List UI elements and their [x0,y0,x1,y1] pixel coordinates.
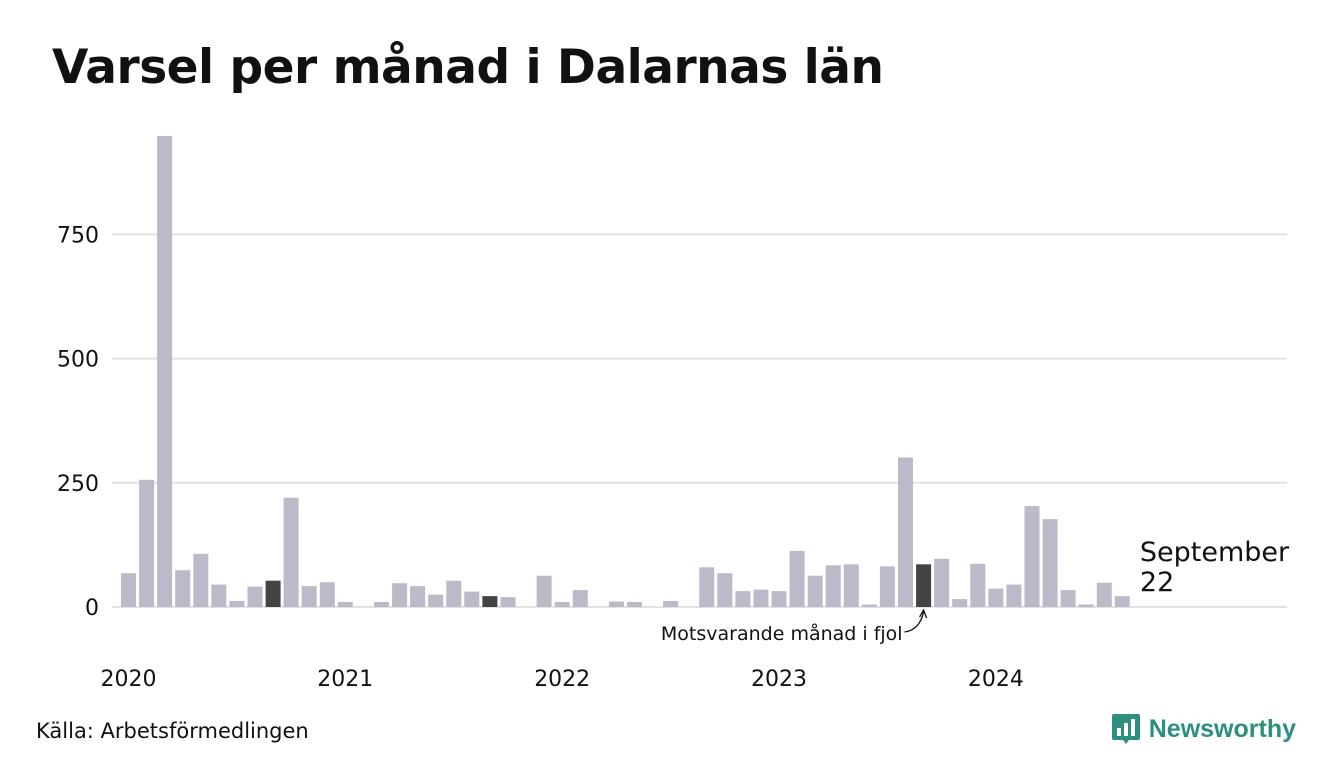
bar-2023-08 [898,457,913,607]
bar-2024-01 [988,588,1004,607]
brand-name: Newsworthy [1148,714,1296,743]
chart-title: Varsel per månad i Dalarnas län [52,40,884,95]
bar-2020-02 [139,479,155,607]
bar-2022-05 [627,602,642,607]
bar-2020-12 [319,582,335,607]
bar-chart: 0 250 500 750 2020 2021 2022 2023 2024 Motsvara… [57,136,1290,692]
x-tick-label: 2023 [751,667,807,692]
bar-2020-07 [229,601,245,607]
y-tick-label: 250 [57,472,99,497]
bar-2020-03 [157,136,173,607]
bar-2021-06 [428,594,444,607]
current-month-label: September [1140,537,1290,568]
annotation-arrowhead [919,608,928,619]
bar-2023-11 [952,599,968,607]
bar-2021-04 [392,583,408,607]
bar-2023-01 [771,591,787,607]
bar-2022-02 [572,590,588,607]
bar-2022-12 [753,589,769,607]
bar-2020-04 [175,570,191,607]
annotation-arrow [904,611,925,633]
bar-2024-05 [1060,590,1076,607]
bars [121,136,1130,607]
bar-2022-07 [663,601,679,607]
bar-2021-05 [410,586,426,607]
bar-2021-03 [374,602,389,607]
bar-2021-12 [536,575,552,607]
bar-2022-09 [699,567,715,607]
bar-2022-04 [608,601,624,607]
bar-2023-07 [879,566,895,607]
bar-2020-01 [121,573,136,607]
x-tick-label: 2022 [534,667,590,692]
brand-logo: Newsworthy [1111,712,1296,746]
bar-2020-09 [265,580,281,607]
bar-2024-04 [1042,519,1058,607]
y-tick-label: 500 [57,348,99,373]
bar-2023-03 [807,575,823,607]
bar-2023-09 [916,564,932,607]
bar-2022-11 [735,591,751,607]
bar-2024-06 [1078,604,1094,607]
bar-2020-06 [211,584,227,607]
bar-2021-07 [446,580,462,607]
bar-2020-11 [301,586,317,607]
bar-2023-05 [843,564,859,607]
bar-2022-10 [717,573,733,607]
bar-2021-01 [337,602,353,607]
bar-2023-10 [934,558,950,607]
bar-2024-03 [1024,506,1040,607]
bar-2023-04 [825,565,841,607]
bar-2021-10 [500,597,516,607]
bar-2021-08 [464,591,480,607]
y-tick-label: 0 [85,596,99,621]
bar-2024-02 [1006,584,1022,607]
current-value-label: 22 [1140,567,1174,598]
x-tick-label: 2021 [317,667,373,692]
y-axis-ticks: 0 250 500 750 [57,223,99,621]
annotation-label: Motsvarande månad i fjol [661,622,903,645]
x-axis-ticks: 2020 2021 2022 2023 2024 [101,667,1024,692]
bar-2024-07 [1096,582,1112,607]
bar-2022-01 [554,602,570,607]
source-note: Källa: Arbetsförmedlingen [36,719,309,743]
bar-2023-06 [861,604,877,607]
bar-2023-12 [970,563,986,607]
bar-2024-08 [1114,596,1130,607]
newsworthy-logo-icon [1111,714,1140,744]
bar-2020-10 [283,497,299,607]
bar-2020-05 [193,553,209,607]
x-tick-label: 2024 [968,667,1024,692]
x-tick-label: 2020 [101,667,157,692]
y-tick-label: 750 [57,223,99,248]
bar-2023-02 [789,550,805,607]
bar-2021-09 [482,596,498,607]
bar-2020-08 [247,586,263,607]
